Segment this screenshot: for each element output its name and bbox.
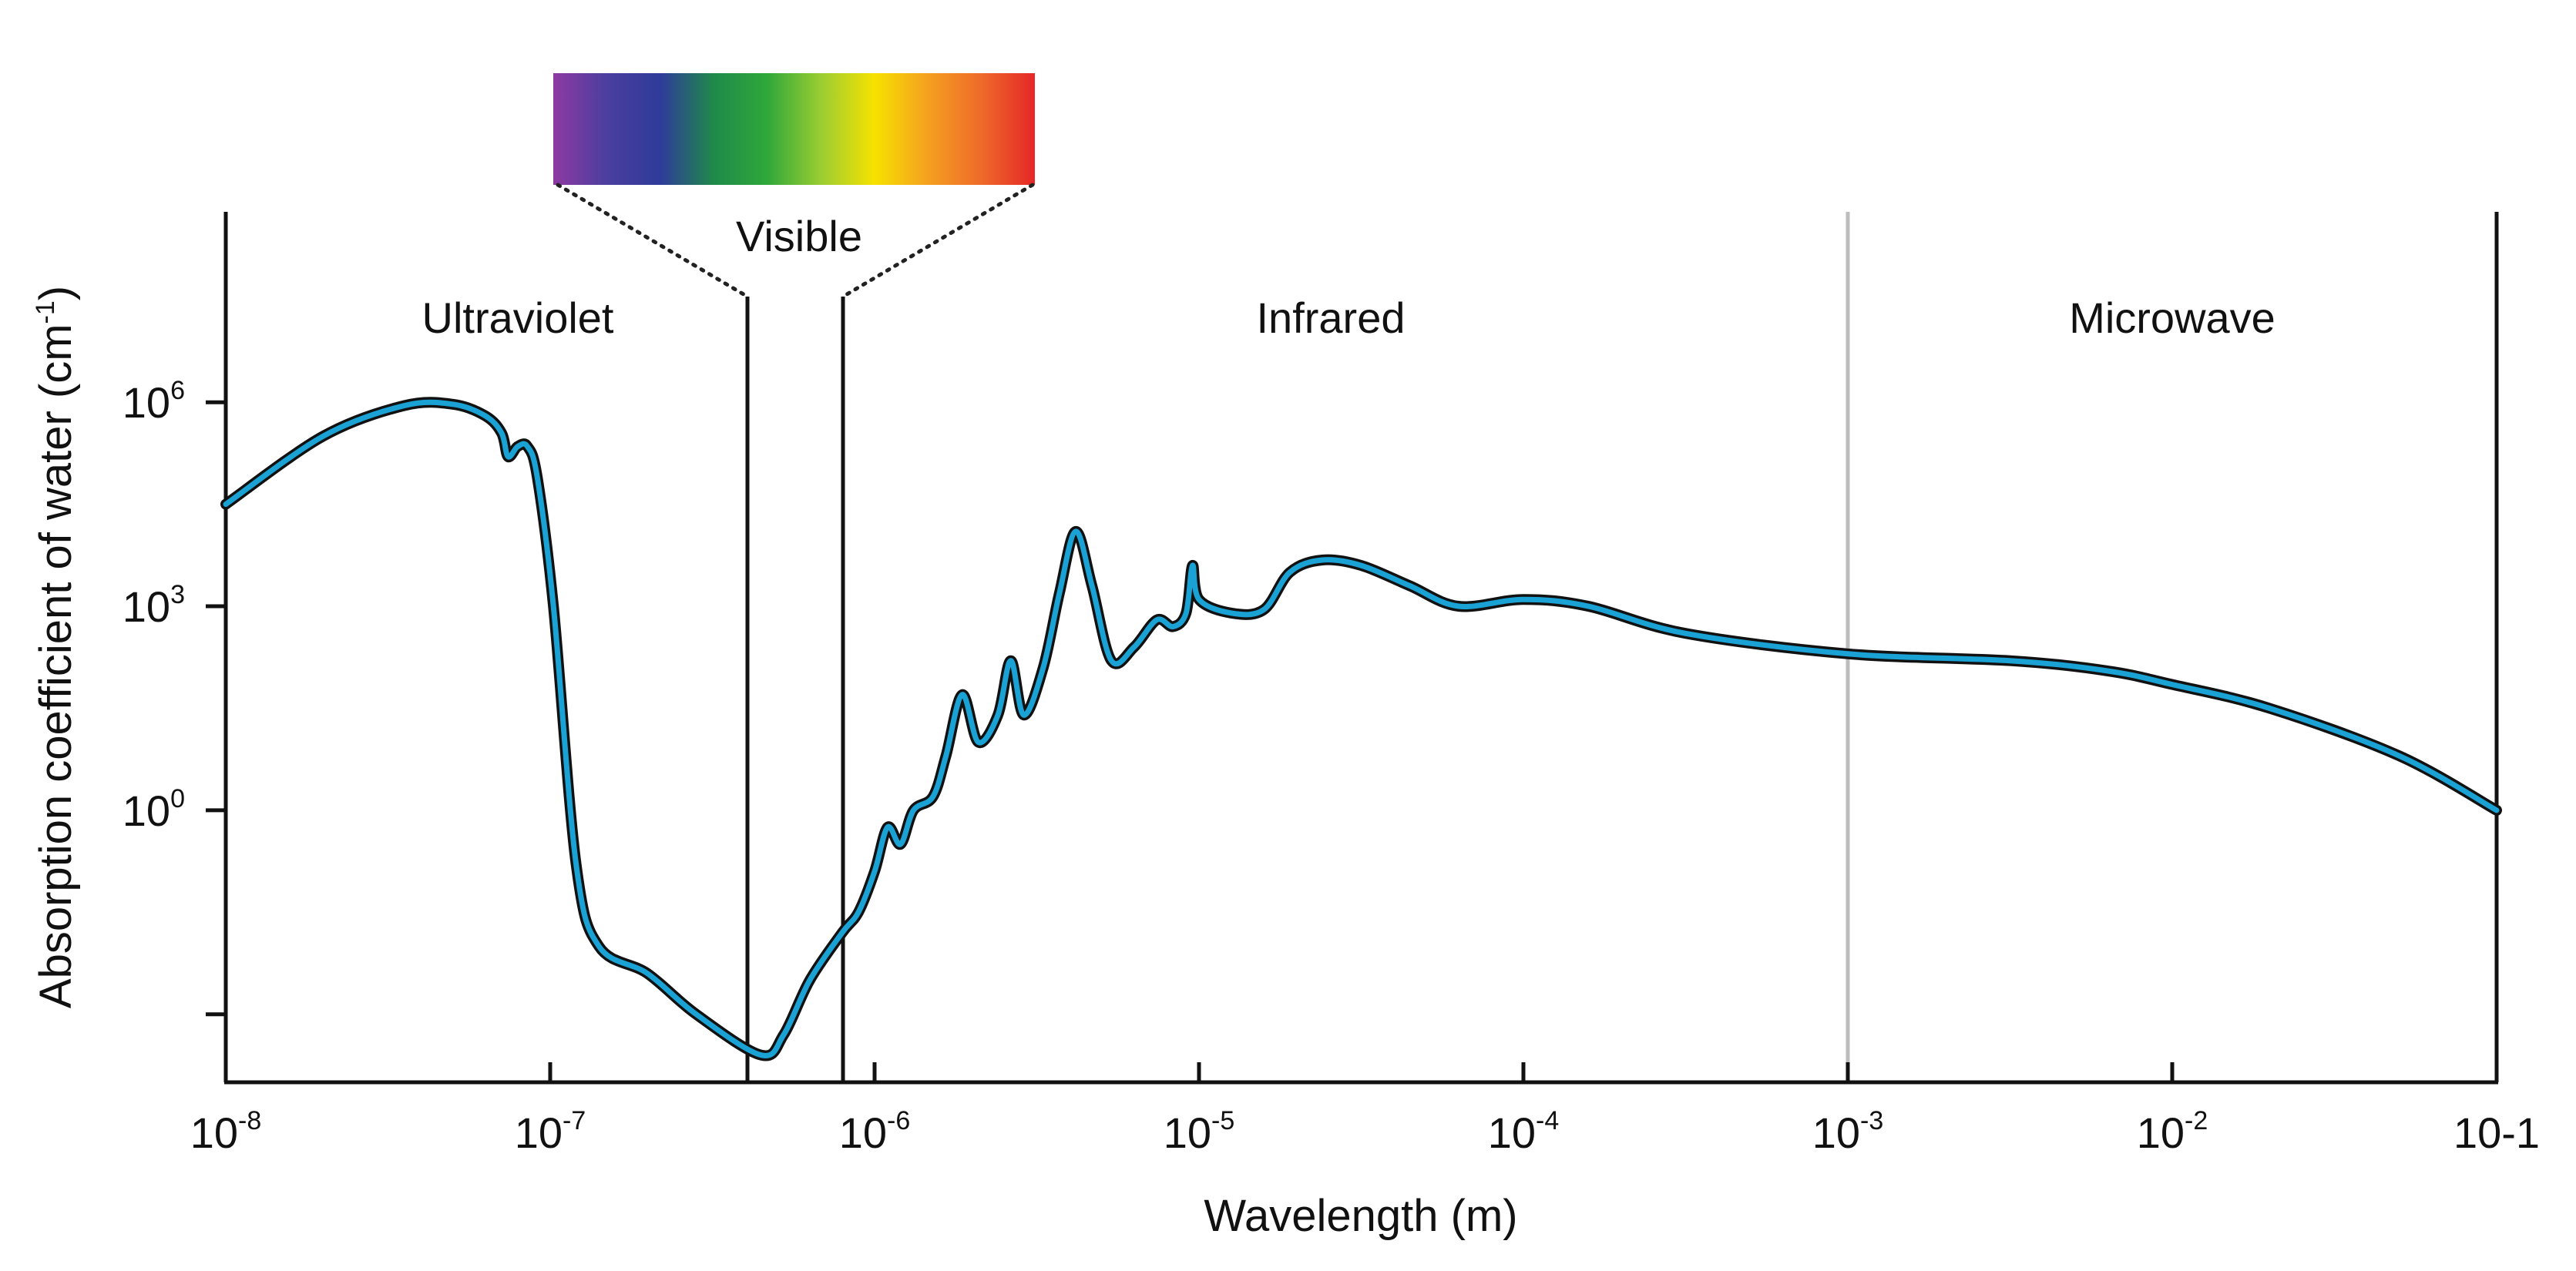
y-axis-title: Absorption coefficient of water (cm-1)	[31, 286, 81, 1008]
x-tick-base: 10	[1488, 1108, 1536, 1157]
y-tick-exp: 6	[170, 376, 185, 405]
x-tick-exp: -3	[1860, 1106, 1883, 1135]
x-tick-base: 10	[839, 1108, 887, 1157]
x-tick-label: 10-1	[2453, 1108, 2540, 1157]
x-tick-label: 10-2	[2137, 1106, 2208, 1157]
x-tick-base: 10	[1812, 1108, 1860, 1157]
data-series	[220, 397, 2502, 1061]
x-tick-base: 10	[190, 1108, 238, 1157]
x-axis-ticks: 10-8 10-7 10-6 10-5 10-4 10-3 10-2 10-1	[190, 1062, 2540, 1157]
x-tick-exp: -7	[563, 1106, 586, 1135]
y-tick-base: 10	[123, 582, 170, 631]
y-axis-title-main: Absorption coefficient of water (cm	[31, 324, 81, 1008]
x-tick-exp: -8	[238, 1106, 261, 1135]
x-tick-label: 10-6	[839, 1106, 911, 1157]
y-axis-title-exp: -1	[31, 300, 60, 324]
visible-guide-right	[841, 183, 1035, 299]
x-tick-label: 10-7	[515, 1106, 586, 1157]
x-tick-label: 10-5	[1164, 1106, 1235, 1157]
microwave-label: Microwave	[2069, 293, 2275, 342]
y-tick-base: 10	[123, 786, 170, 835]
x-tick-label: 10-4	[1488, 1106, 1560, 1157]
series-line-outline	[220, 397, 2502, 1061]
x-tick-base: 10	[1164, 1108, 1211, 1157]
x-tick-exp: -5	[1211, 1106, 1234, 1135]
visible-guide-left	[556, 183, 750, 299]
y-tick-label: 100	[123, 784, 185, 835]
x-tick-base: 10	[2137, 1108, 2185, 1157]
infrared-label: Infrared	[1257, 293, 1406, 342]
visible-spectrum-bar	[553, 73, 1035, 185]
x-tick-exp: -6	[887, 1106, 910, 1135]
visible-label: Visible	[736, 212, 862, 260]
y-axis-title-suffix: )	[31, 286, 81, 300]
x-tick-base: 10-1	[2453, 1108, 2540, 1157]
x-tick-label: 10-8	[190, 1106, 262, 1157]
x-tick-label: 10-3	[1812, 1106, 1884, 1157]
x-axis-title: Wavelength (m)	[1204, 1191, 1517, 1241]
y-tick-exp: 0	[170, 784, 185, 813]
x-tick-exp: -2	[2185, 1106, 2208, 1135]
y-tick-label: 106	[123, 376, 185, 427]
y-tick-exp: 3	[170, 580, 185, 609]
x-tick-base: 10	[515, 1108, 563, 1157]
y-tick-base: 10	[123, 378, 170, 427]
ultraviolet-label: Ultraviolet	[422, 293, 614, 342]
series-line	[223, 399, 2500, 1058]
y-tick-label: 103	[123, 580, 185, 631]
x-tick-exp: -4	[1536, 1106, 1559, 1135]
